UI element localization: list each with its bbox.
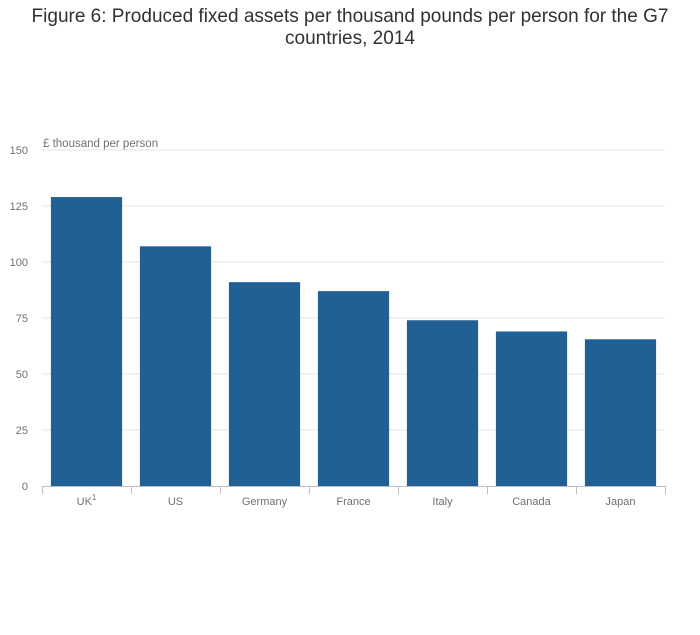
y-tick-label: 50 xyxy=(16,369,28,381)
bar-france xyxy=(317,291,390,486)
y-tick-label: 25 xyxy=(16,425,28,437)
bar-italy xyxy=(406,320,479,486)
x-tick-superscript: 1 xyxy=(92,493,97,502)
bar-canada xyxy=(495,331,568,486)
y-tick-label: 125 xyxy=(10,201,28,213)
x-tick-label: Germany xyxy=(242,496,288,508)
y-axis-label: £ thousand per person xyxy=(43,138,158,150)
bar-japan xyxy=(584,339,657,486)
x-axis: UK1 US Germany France Italy Canada Japan xyxy=(42,486,666,508)
x-tick-label: UK1 xyxy=(77,493,97,508)
bar-germany xyxy=(228,282,301,486)
x-tick-label: Japan xyxy=(606,496,636,508)
x-tick-label: France xyxy=(336,496,370,508)
y-tick-label: 75 xyxy=(16,313,28,325)
y-tick-label: 0 xyxy=(22,481,28,493)
chart-title: Figure 6: Produced fixed assets per thou… xyxy=(31,6,669,49)
x-tick-label: US xyxy=(168,496,183,508)
bar-us xyxy=(139,246,212,486)
bars xyxy=(50,197,657,487)
x-tick-label: Canada xyxy=(512,496,551,508)
y-tick-label: 100 xyxy=(10,257,28,269)
bar-uk xyxy=(50,197,123,487)
y-axis-ticks: 0 25 50 75 100 125 150 xyxy=(10,145,28,493)
y-tick-label: 150 xyxy=(10,145,28,157)
x-tick-label: Italy xyxy=(432,496,453,508)
